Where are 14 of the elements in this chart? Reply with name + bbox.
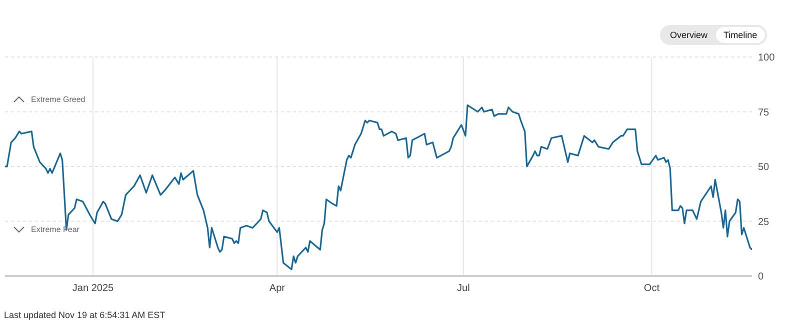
y-tick-label: 75 [758, 107, 770, 118]
view-toggle: Overview Timeline [660, 25, 768, 45]
y-tick-label: 100 [758, 52, 776, 64]
x-tick-label: Jan 2025 [72, 283, 114, 294]
annotation: Extreme Fear [31, 225, 80, 234]
text: Last updated Nov 19 at 6:54:31 AM EST [4, 310, 166, 320]
x-tick-label: Oct [644, 283, 660, 294]
y-tick-label: 50 [758, 162, 770, 174]
annotation: Extreme Greed [31, 94, 86, 104]
x-tick-label: Jul [457, 283, 470, 294]
line-series [5, 104, 752, 270]
y-tick-label: 25 [758, 216, 770, 228]
y-tick-label: 0 [758, 272, 764, 283]
x-tick-label: Apr [269, 283, 286, 294]
